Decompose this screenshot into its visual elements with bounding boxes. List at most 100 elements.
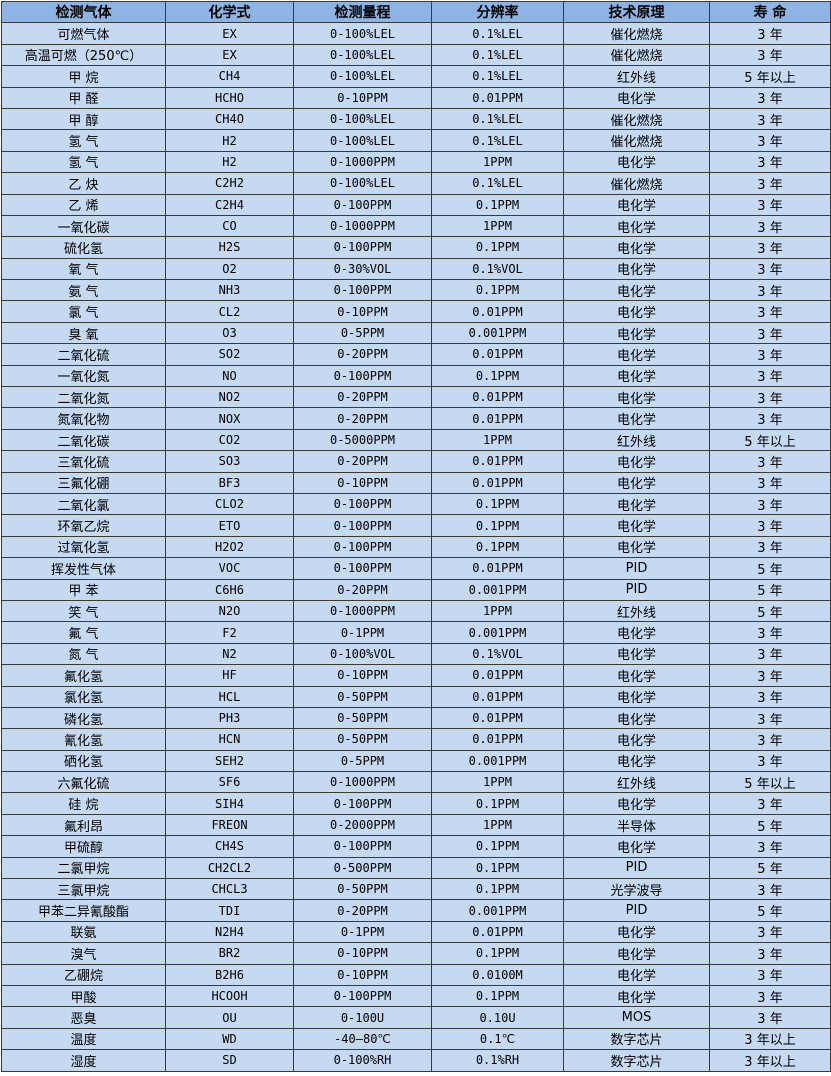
table-cell: 0-20PPM [293,407,432,430]
table-row: 氯 气 CL2 0-10PPM 0.01PPM 电化学 3 年 [1,300,831,323]
table-row: 氟 气 F2 0-1PPM 0.001PPM 电化学 3 年 [1,621,831,644]
table-row: 一氧化碳 CO 0-1000PPM 1PPM 电化学 3 年 [1,214,831,238]
table-cell: HF [165,664,294,687]
table-cell: 3 年 [709,214,831,238]
table-cell: 5 年以上 [709,771,831,794]
table-cell: 0.1℃ [431,1027,564,1051]
table-cell: 三氟化硼 [1,471,166,494]
column-header: 检测气体 [1,0,166,24]
table-cell: 高温可燃（250℃） [1,43,166,67]
table-cell: CO [165,214,294,238]
table-cell: 3 年 [709,321,831,345]
table-cell: 0.1PPM [431,492,564,516]
table-cell: 3 年 [709,129,831,152]
table-cell: BF3 [165,471,294,494]
table-cell: 5 年 [709,813,831,837]
table-cell: 电化学 [563,685,710,708]
table-cell: 数字芯片 [563,1027,710,1051]
table-cell: 0.1%RH [431,1049,564,1072]
table-cell: 氯 气 [1,300,166,323]
table-cell: 0.01PPM [431,557,564,580]
table-cell: 3 年 [709,407,831,430]
table-cell: O2 [165,257,294,281]
table-cell: 硒化氢 [1,749,166,773]
table-cell: 催化燃烧 [563,43,710,67]
table-cell: 3 年 [709,728,831,751]
table-cell: 0-100PPM [293,792,432,815]
table-row: 硫化氢 H2S 0-100PPM 0.1PPM 电化学 3 年 [1,236,831,259]
table-row: 甲 醛 HCHO 0-10PPM 0.01PPM 电化学 3 年 [1,86,831,109]
table-row: 三氯甲烷 CHCL3 0-50PPM 0.1PPM 光学波导 3 年 [1,878,831,901]
table-cell: 0-1000PPM [293,214,432,238]
table-cell: 0.001PPM [431,321,564,345]
table-cell: SD [165,1049,294,1072]
table-cell: 3 年 [709,835,831,858]
table-cell: BR2 [165,942,294,965]
table-cell: CHCL3 [165,878,294,901]
table-cell: PID [563,856,710,880]
table-cell: 电化学 [563,257,710,281]
table-cell: 0-10PPM [293,664,432,687]
table-cell: HCL [165,685,294,708]
table-cell: 0-10PPM [293,471,432,494]
table-cell: CL2 [165,300,294,323]
table-cell: 3 年 [709,150,831,174]
table-cell: F2 [165,621,294,644]
table-cell: 0-1000PPM [293,771,432,794]
table-cell: 3 年 [709,386,831,409]
table-cell: 3 年 [709,257,831,281]
table-cell: 0-100%LEL [293,129,432,152]
table-cell: 5 年 [709,599,831,623]
table-cell: 二氧化氯 [1,492,166,516]
table-cell: 3 年 [709,22,831,45]
table-cell: 0.1PPM [431,193,564,216]
table-row: 挥发性气体 VOC 0-100PPM 0.01PPM PID 5 年 [1,557,831,580]
table-row: 臭 氧 O3 0-5PPM 0.001PPM 电化学 3 年 [1,321,831,345]
table-cell: 氨 气 [1,279,166,302]
table-cell: 0-5000PPM [293,428,432,452]
table-cell: 0.1PPM [431,942,564,965]
table-cell: 3 年 [709,86,831,109]
table-cell: 3 年 [709,43,831,67]
table-cell: 挥发性气体 [1,557,166,580]
column-header: 检测量程 [293,0,432,24]
table-row: 甲 苯 C6H6 0-20PPM 0.001PPM PID 5 年 [1,578,831,601]
table-cell: 电化学 [563,150,710,174]
table-cell: 红外线 [563,771,710,794]
table-cell: 电化学 [563,920,710,944]
table-cell: 0.1%LEL [431,43,564,67]
table-cell: -40—80℃ [293,1027,432,1051]
table-cell: 3 年以上 [709,1049,831,1072]
table-cell: 电化学 [563,835,710,858]
table-cell: 0.1PPM [431,856,564,880]
table-row: 甲 醇 CH4O 0-100%LEL 0.1%LEL 催化燃烧 3 年 [1,107,831,131]
table-cell: 0.1PPM [431,236,564,259]
table-cell: C2H4 [165,193,294,216]
table-cell: 0.01PPM [431,706,564,730]
table-cell: 温度 [1,1027,166,1051]
table-cell: 电化学 [563,749,710,773]
table-header-row: 检测气体 化学式 检测量程 分辨率 技术原理寿 命 [1,0,831,24]
table-cell: MOS [563,1006,710,1029]
table-row: 六氟化硫 SF6 0-1000PPM 1PPM 红外线 5 年以上 [1,771,831,794]
table-cell: 3 年以上 [709,1027,831,1051]
table-cell: 1PPM [431,771,564,794]
table-cell: 氧 气 [1,257,166,281]
table-cell: 乙 烯 [1,193,166,216]
table-cell: 电化学 [563,942,710,965]
table-cell: 0-100PPM [293,279,432,302]
table-cell: 电化学 [563,214,710,238]
table-row: 乙硼烷 B2H6 0-10PPM 0.0100M 电化学 3 年 [1,963,831,986]
table-cell: SIH4 [165,792,294,815]
table-cell: 0.1%VOL [431,642,564,666]
table-row: 溴气 BR2 0-10PPM 0.1PPM 电化学 3 年 [1,942,831,965]
table-cell: 0-2000PPM [293,813,432,837]
table-cell: HCN [165,728,294,751]
table-cell: 氟利昂 [1,813,166,837]
table-cell: O3 [165,321,294,345]
table-cell: 0.1PPM [431,364,564,388]
table-row: 可燃气体 EX 0-100%LEL 0.1%LEL 催化燃烧 3 年 [1,22,831,45]
column-header: 技术原理 [563,0,710,24]
table-cell: 催化燃烧 [563,22,710,45]
table-cell: 甲 醛 [1,86,166,109]
